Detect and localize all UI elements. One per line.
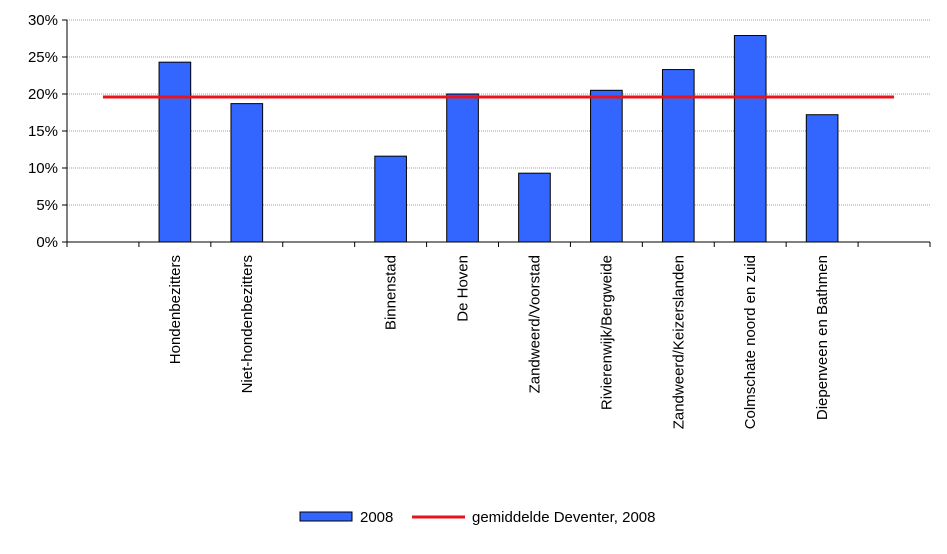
- y-tick-labels: 0% 5% 10% 15% 20% 25% 30%: [28, 12, 58, 251]
- x-category-label: Niet-hondenbezitters: [239, 255, 256, 393]
- legend-swatch-2008: [299, 511, 353, 522]
- y-tick-label: 5%: [36, 197, 58, 214]
- x-category-label: Rivierenwijk/Bergweide: [598, 255, 615, 410]
- bar: [661, 69, 695, 243]
- y-tick-label: 25%: [28, 49, 58, 66]
- bar: [590, 89, 623, 243]
- bar: [518, 172, 551, 243]
- y-tick-label: 15%: [28, 123, 58, 140]
- bar: [230, 103, 264, 243]
- x-category-labels: Hondenbezitters Niet-hondenbezitters Binne…: [167, 255, 831, 429]
- bar: [733, 35, 767, 243]
- legend: 2008 gemiddelde Deventer, 2008: [299, 509, 655, 526]
- bar: [158, 61, 192, 243]
- bar: [805, 114, 839, 243]
- x-category-label: De Hoven: [455, 255, 472, 322]
- gridlines: [67, 19, 930, 206]
- legend-label-average: gemiddelde Deventer, 2008: [472, 509, 655, 526]
- y-tick-label: 30%: [28, 12, 58, 29]
- axes: [62, 19, 931, 247]
- bar: [374, 155, 407, 243]
- x-category-label: Zandweerd/Voorstad: [526, 255, 543, 393]
- bar: [446, 93, 479, 243]
- x-category-label: Binnenstad: [383, 255, 400, 330]
- y-tick-label: 20%: [28, 86, 58, 103]
- y-tick-label: 10%: [28, 160, 58, 177]
- x-category-label: Colmschate noord en zuid: [742, 255, 759, 429]
- legend-label-2008: 2008: [360, 509, 393, 526]
- x-category-label: Diepenveen en Bathmen: [814, 255, 831, 420]
- y-tick-label: 0%: [36, 234, 58, 251]
- bars: [158, 35, 839, 243]
- x-category-label: Zandweerd/Keizerslanden: [670, 255, 687, 429]
- x-category-label: Hondenbezitters: [167, 255, 184, 364]
